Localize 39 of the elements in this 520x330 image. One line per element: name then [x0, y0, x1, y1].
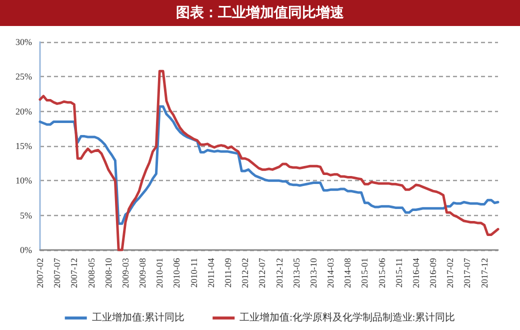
- x-tick-label: 2007-02: [35, 258, 45, 288]
- line-series: [38, 70, 500, 252]
- legend-label: 工业增加值:化学原料及化学制品制造业:累计同比: [240, 312, 456, 324]
- x-tick-label: 2017-02: [445, 258, 456, 288]
- x-tick-label: 2010-11: [188, 258, 199, 288]
- y-tick-label: 30%: [16, 37, 32, 47]
- x-tick-label: 2010-01: [154, 258, 165, 288]
- y-tick-label: 15%: [16, 141, 32, 151]
- y-tick-label: 25%: [16, 72, 32, 82]
- x-tick-label: 2015-01: [360, 258, 370, 288]
- x-tick-label: 2009-03: [120, 258, 130, 288]
- x-tick-label: 2009-08: [138, 258, 148, 288]
- x-tick-label: 2010-06: [172, 258, 182, 288]
- y-tick-label: 10%: [16, 176, 32, 186]
- x-tick-label: 2014-03: [326, 258, 336, 288]
- x-tick-label: 2011-04: [206, 258, 216, 288]
- x-tick-label: 2007-07: [52, 258, 62, 288]
- x-tick-label: 2012-07: [257, 258, 268, 288]
- x-tick-label: 2017-12: [479, 258, 490, 288]
- x-tick-label: 2013-10: [308, 258, 318, 288]
- x-tick-label: 2007-12: [69, 258, 80, 288]
- x-tick-label: 2013-05: [291, 258, 302, 288]
- x-tick-label: 2015-06: [376, 258, 387, 288]
- x-tick-label: 2017-07: [462, 258, 472, 288]
- x-tick-label: 2008-10: [103, 258, 114, 288]
- x-tick-label: 2016-04: [410, 258, 421, 288]
- x-tick-label: 2011-09: [222, 258, 233, 288]
- x-tick-label: 2016-09: [428, 258, 438, 288]
- line-series: [38, 105, 500, 225]
- x-tick-label: 2014-08: [342, 258, 353, 288]
- chart-title: 图表：工业增加值同比增速: [0, 0, 520, 26]
- x-tick-label: 2012-02: [240, 258, 250, 288]
- x-tick-label: 2008-05: [86, 258, 96, 288]
- legend-label: 工业增加值:累计同比: [92, 312, 185, 324]
- y-tick-label: 5%: [20, 210, 32, 220]
- x-tick-label: 2015-11: [394, 258, 404, 288]
- y-tick-label: 20%: [16, 106, 32, 116]
- x-tick-label: 2012-12: [274, 258, 284, 288]
- y-tick-label: 0%: [20, 245, 32, 255]
